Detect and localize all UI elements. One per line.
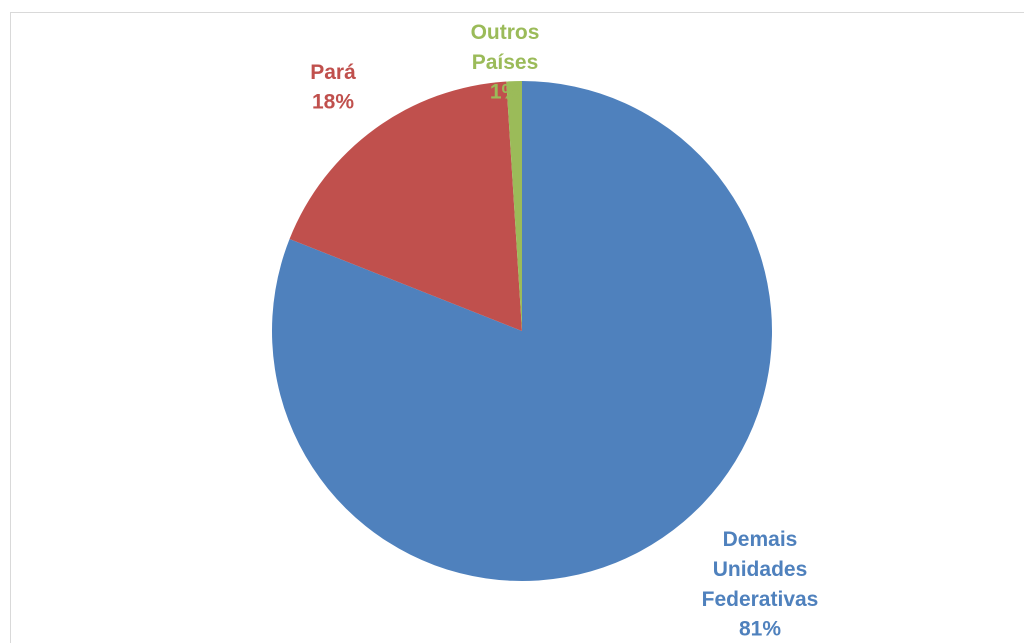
- value-label: 81%: [739, 618, 781, 641]
- slice-label: Outros Países: [471, 21, 540, 74]
- pie-slice: [289, 81, 522, 331]
- value-label: 18%: [312, 91, 354, 114]
- pie-slice: [506, 81, 522, 331]
- pie-slice: [271, 81, 772, 581]
- slice-label: Demais Unidades Federativas: [702, 528, 819, 611]
- value-label: 1%: [490, 81, 521, 104]
- slice-label: Pará: [310, 61, 356, 84]
